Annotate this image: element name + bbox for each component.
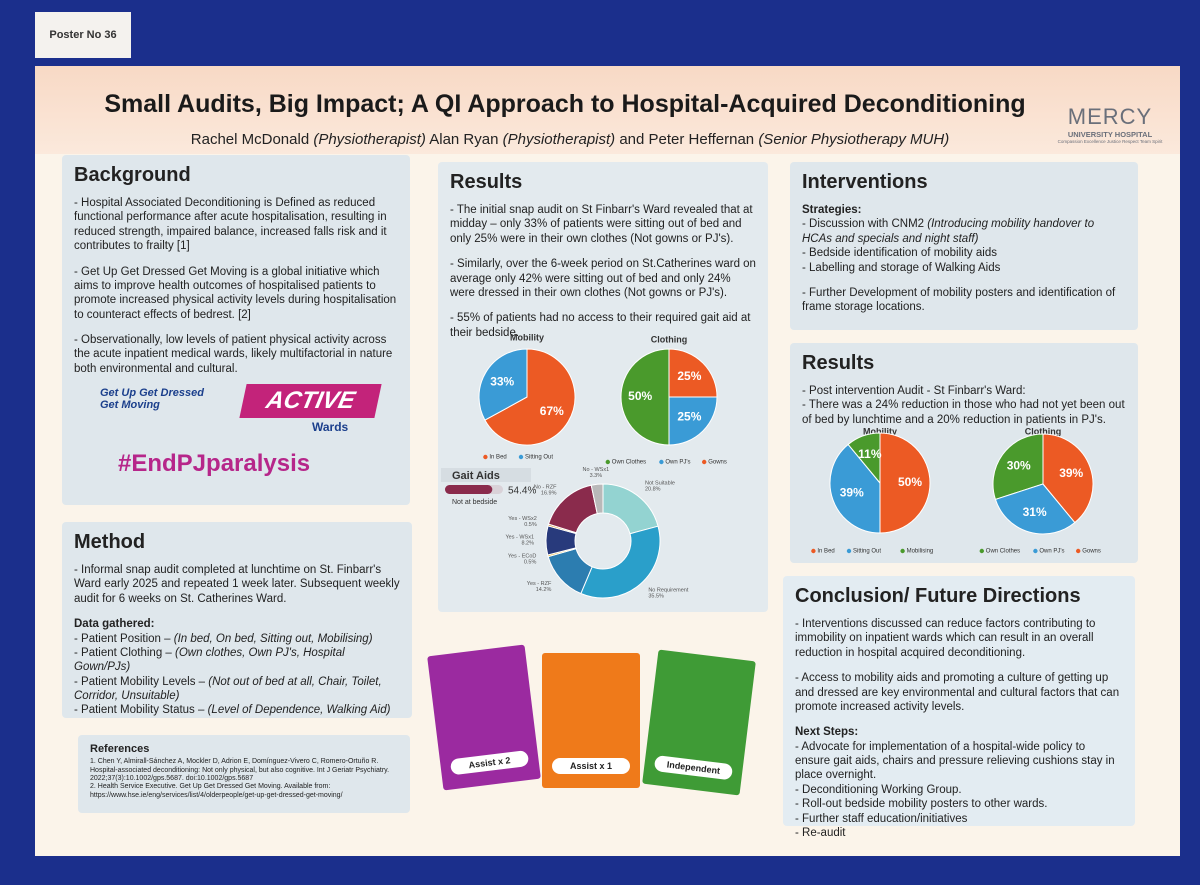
results-post-panel: Results - Post intervention Audit - St F… <box>790 343 1138 563</box>
list-item: - Re-audit <box>795 826 846 839</box>
list-item: Alan Ryan (Physiotherapist) <box>426 131 615 148</box>
item-text: - Patient Mobility Levels – <box>74 675 209 688</box>
paragraph: - Informal snap audit completed at lunch… <box>74 564 400 605</box>
results-panel: Results - The initial snap audit on St F… <box>438 162 768 612</box>
heading: Interventions <box>802 171 928 193</box>
subheading: Next Steps: <box>795 726 859 739</box>
card-label: Assist x 1 <box>552 758 630 774</box>
paragraphs: - Hospital Associated Deconditioning is … <box>74 196 398 376</box>
list-item: Rachel McDonald (Physiotherapist) <box>191 131 426 148</box>
subheading: Data gathered: <box>74 618 155 631</box>
list: - Patient Position – (In bed, On bed, Si… <box>74 632 400 718</box>
logo-text: Wards <box>312 420 349 434</box>
card-label: Independent <box>653 754 734 781</box>
card: Assist x 1 <box>542 653 640 788</box>
list-item: - Patient Position – (In bed, On bed, Si… <box>74 632 400 646</box>
list-item: - Patient Mobility Status – (Level of De… <box>74 703 400 717</box>
logo-text: Get Up Get Dressed Get Moving <box>100 387 204 411</box>
paragraphs: - Interventions discussed can reduce fac… <box>795 617 1123 714</box>
item-note: (Level of Dependence, Walking Aid) <box>207 704 391 717</box>
list-item: - Labelling and storage of Walking Aids <box>802 261 1001 274</box>
item-note: (Own clothes, Own PJ's, Hospital Gown/PJ… <box>74 646 345 674</box>
card: Assist x 2 <box>427 644 541 791</box>
paragraph: - Further Development of mobility poster… <box>802 286 1116 314</box>
heading: Conclusion/ Future Directions <box>795 585 1081 607</box>
card-label: Assist x 2 <box>449 749 530 776</box>
item-text: - Patient Mobility Status – <box>74 704 208 717</box>
item-note: (Introducing mobility handover to HCAs a… <box>802 218 1095 245</box>
list: 1. Chen Y, Almirall-Sánchez A, Mockler D… <box>90 758 398 800</box>
list-item: - Patient Mobility Levels – (Not out of … <box>74 675 400 704</box>
list-item: and Peter Heffernan (Senior Physiotherap… <box>615 131 949 148</box>
subheading: Strategies: <box>802 204 862 216</box>
heading: Results <box>802 352 875 374</box>
list-item: - Patient Clothing – (Own clothes, Own P… <box>74 646 400 675</box>
item-text: - Discussion with CNM2 <box>802 218 928 231</box>
logo-text: #EndPJparalysis <box>118 450 311 477</box>
logo-subname: UNIVERSITY HOSPITAL <box>1067 130 1153 139</box>
list-item: - Roll-out bedside mobility posters to o… <box>795 798 1048 811</box>
list-item: - Deconditioning Working Group. <box>795 783 962 796</box>
poster-tag: Poster No 36 <box>35 12 131 58</box>
list-item: https://www.hse.ie/eng/services/list/4/o… <box>90 791 343 799</box>
item-text: Rachel McDonald <box>190 131 314 148</box>
list: - Post intervention Audit - St Finbarr's… <box>802 384 1126 427</box>
item-note: (In bed, On bed, Sitting out, Mobilising… <box>173 632 373 645</box>
background-panel: Background - Hospital Associated Decondi… <box>62 155 410 505</box>
heading: Method <box>74 531 146 553</box>
list-item: - There was a 24% reduction in those who… <box>802 399 1125 426</box>
logo-values: Compassion Excellence Justice Respect Te… <box>1057 139 1163 144</box>
method-panel: Method - Informal snap audit completed a… <box>62 522 412 718</box>
conclusion-panel: Conclusion/ Future Directions - Interven… <box>783 576 1135 839</box>
list: - Discussion with CNM2 (Introducing mobi… <box>802 217 1126 275</box>
heading: Background <box>74 164 191 186</box>
list-item: - Interventions discussed can reduce fac… <box>795 618 1096 659</box>
list-item: 1. Chen Y, Almirall-Sánchez A, Mockler D… <box>90 758 390 782</box>
list-item: - Access to mobility aids and promoting … <box>795 672 1120 713</box>
interventions-panel: Interventions Strategies: - Discussion w… <box>790 162 1138 330</box>
list-item: 2. Health Service Executive. Get Up Get … <box>90 783 331 791</box>
item-text: Alan Ryan <box>425 131 503 148</box>
list-item: - 55% of patients had no access to their… <box>450 312 751 339</box>
item-note: (Senior Physiotherapy MUH) <box>758 131 950 148</box>
list-item: - The initial snap audit on St Finbarr's… <box>450 204 753 245</box>
list-item: - Further staff education/initiatives <box>795 812 968 825</box>
heading: References <box>90 743 150 755</box>
list-item: - Hospital Associated Deconditioning is … <box>74 197 387 253</box>
references-panel: References 1. Chen Y, Almirall-Sánchez A… <box>78 735 410 813</box>
heading: Results <box>450 171 523 193</box>
authors: Rachel McDonald (Physiotherapist) Alan R… <box>120 131 1020 148</box>
logo: MERCY UNIVERSITY HOSPITAL Compassion Exc… <box>1055 104 1165 144</box>
poster-title: Small Audits, Big Impact; A QI Approach … <box>104 90 1026 118</box>
logo-name: MERCY <box>1067 104 1153 129</box>
list: - Advocate for implementation of a hospi… <box>795 740 1123 841</box>
item-text: and Peter Heffernan <box>615 131 759 148</box>
paragraphs: - The initial snap audit on St Finbarr's… <box>450 203 756 340</box>
item-note: (Physiotherapist) <box>502 131 616 148</box>
item-text: - Patient Position – <box>74 632 174 645</box>
item-note: (Not out of bed at all, Chair, Toilet, C… <box>74 675 382 702</box>
list-item: - Post intervention Audit - St Finbarr's… <box>802 385 1026 397</box>
list-item: - Get Up Get Dressed Get Moving is a glo… <box>74 265 397 321</box>
item-note: (Physiotherapist) <box>313 131 426 148</box>
list-item: - Advocate for implementation of a hospi… <box>795 740 1115 782</box>
card: Independent <box>642 649 756 796</box>
list-item: - Observationally, low levels of patient… <box>74 334 393 375</box>
logo-text: ACTIVE <box>239 384 382 418</box>
item-text: - Patient Clothing – <box>74 646 176 659</box>
list-item: - Similarly, over the 6-week period on S… <box>450 258 756 299</box>
list-item: - Discussion with CNM2 (Introducing mobi… <box>802 217 1126 246</box>
list-item: - Bedside identification of mobility aid… <box>802 247 997 260</box>
title-band <box>35 66 1180 154</box>
